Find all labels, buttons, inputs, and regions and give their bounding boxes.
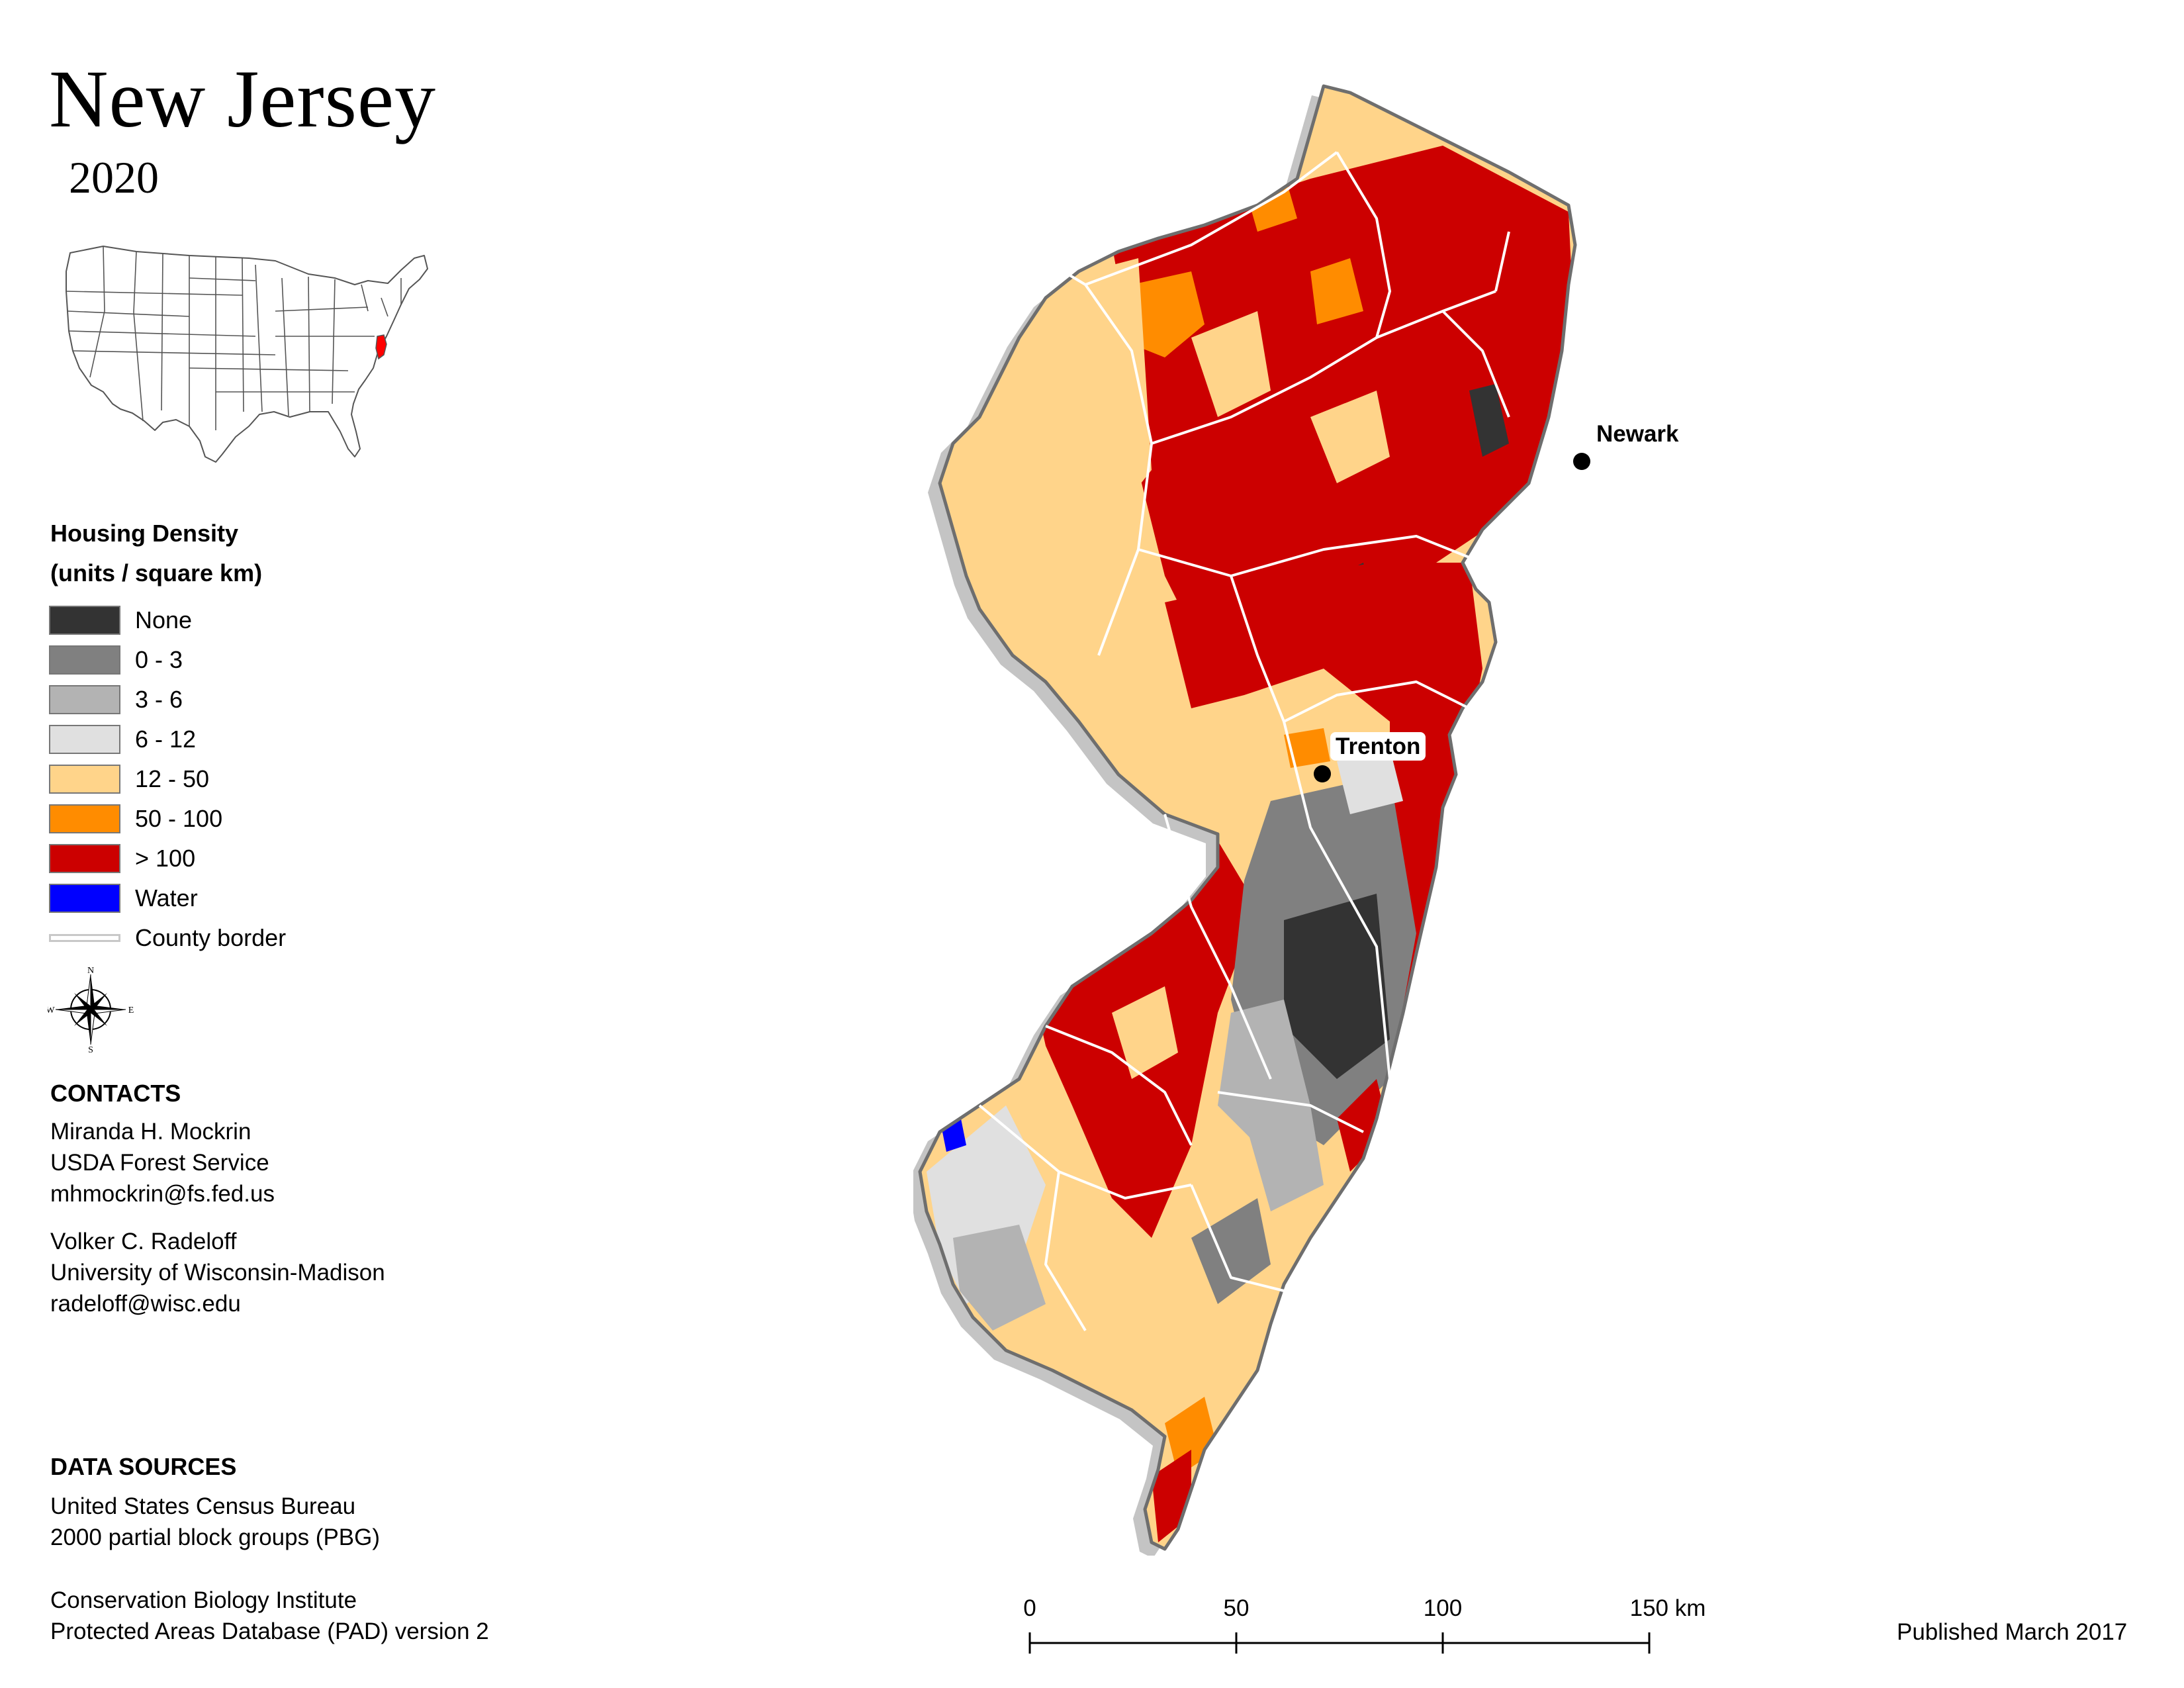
compass-n: N bbox=[87, 966, 94, 976]
legend-item-50-100: 50 - 100 bbox=[49, 804, 222, 834]
legend-item-6-12: 6 - 12 bbox=[49, 724, 196, 755]
legend-swatch bbox=[49, 844, 120, 873]
legend-item-3-6: 3 - 6 bbox=[49, 684, 183, 715]
legend-title: Housing Density bbox=[50, 520, 239, 547]
contact-email[interactable]: mhmockrin@fs.fed.us bbox=[50, 1181, 275, 1207]
legend-label: 3 - 6 bbox=[135, 686, 183, 713]
legend-label: County border bbox=[135, 924, 287, 951]
legend-swatch bbox=[49, 804, 120, 833]
data-source-line: United States Census Bureau bbox=[50, 1493, 356, 1519]
legend-item-none: None bbox=[49, 605, 192, 635]
contact-org: USDA Forest Service bbox=[50, 1150, 269, 1176]
contact-email[interactable]: radeloff@wisc.edu bbox=[50, 1291, 241, 1317]
legend-label: 6 - 12 bbox=[135, 726, 197, 753]
county-borders bbox=[978, 151, 1510, 1332]
legend-label: Water bbox=[135, 884, 198, 912]
contact-1: Miranda H. Mockrin USDA Forest Service m… bbox=[50, 1116, 275, 1209]
scale-bar-line bbox=[1028, 1632, 1651, 1654]
legend-label: 50 - 100 bbox=[135, 805, 223, 832]
legend-swatch bbox=[49, 884, 120, 913]
legend-swatch bbox=[49, 725, 120, 754]
state-outline bbox=[918, 84, 1577, 1551]
compass-e: E bbox=[128, 1006, 134, 1015]
legend-swatch bbox=[49, 606, 120, 635]
compass-w: W bbox=[48, 1006, 55, 1015]
map-title: New Jersey bbox=[49, 54, 437, 144]
city-label-trenton: Trenton bbox=[1330, 732, 1426, 761]
scale-bar: 0 50 100 150 km bbox=[1013, 1589, 1706, 1668]
scale-label-150: 150 km bbox=[1629, 1595, 1706, 1621]
contacts-heading: CONTACTS bbox=[50, 1080, 181, 1107]
scale-label-0: 0 bbox=[1023, 1595, 1036, 1621]
city-label-newark: Newark bbox=[1591, 420, 1684, 448]
scale-label-50: 50 bbox=[1223, 1595, 1250, 1621]
legend-swatch bbox=[49, 645, 120, 675]
data-source-cbi: Conservation Biology Institute Protected… bbox=[50, 1585, 489, 1647]
new-jersey-housing-density-map bbox=[913, 84, 1577, 1556]
legend-item-over-100: > 100 bbox=[49, 843, 195, 874]
county-border-swatch bbox=[49, 934, 120, 942]
compass-s: S bbox=[88, 1045, 93, 1053]
contact-name: Volker C. Radeloff bbox=[50, 1229, 237, 1254]
legend-swatch bbox=[49, 685, 120, 714]
contact-name: Miranda H. Mockrin bbox=[50, 1119, 251, 1145]
compass-rose-icon: N S W E bbox=[48, 966, 134, 1053]
data-source-line: 2000 partial block groups (PBG) bbox=[50, 1524, 381, 1550]
legend-units: (units / square km) bbox=[50, 559, 263, 586]
legend-item-county-border: County border bbox=[49, 923, 286, 953]
us-locator-map bbox=[66, 246, 428, 463]
scale-label-100: 100 bbox=[1423, 1595, 1463, 1621]
data-source-census: United States Census Bureau 2000 partial… bbox=[50, 1491, 380, 1553]
legend-item-0-3: 0 - 3 bbox=[49, 645, 183, 675]
map-year: 2020 bbox=[69, 152, 159, 203]
legend-swatch bbox=[49, 765, 120, 794]
density-regions bbox=[920, 86, 1575, 1549]
legend-item-12-50: 12 - 50 bbox=[49, 764, 209, 794]
trenton-marker bbox=[1314, 765, 1331, 782]
legend-label: 0 - 3 bbox=[135, 646, 183, 673]
data-source-line: Conservation Biology Institute bbox=[50, 1587, 357, 1613]
contact-2: Volker C. Radeloff University of Wiscons… bbox=[50, 1226, 385, 1319]
legend-item-water: Water bbox=[49, 883, 198, 914]
legend-label: > 100 bbox=[135, 845, 196, 872]
data-sources-heading: DATA SOURCES bbox=[50, 1453, 237, 1480]
legend-label: 12 - 50 bbox=[135, 765, 210, 792]
legend-label: None bbox=[135, 606, 193, 633]
newark-marker bbox=[1573, 453, 1590, 470]
published-date: Published March 2017 bbox=[1897, 1619, 2128, 1645]
new-jersey-highlight bbox=[375, 334, 387, 360]
contact-org: University of Wisconsin-Madison bbox=[50, 1260, 385, 1286]
data-source-line: Protected Areas Database (PAD) version 2 bbox=[50, 1618, 489, 1644]
